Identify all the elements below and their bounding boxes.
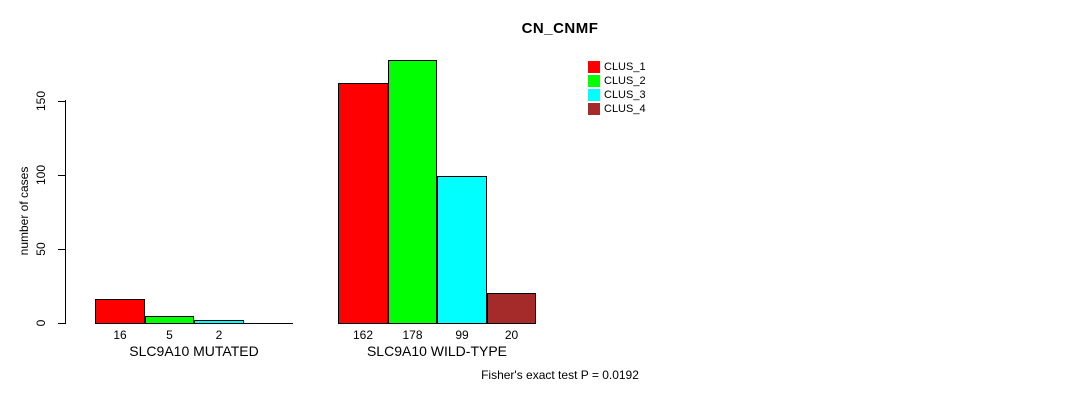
- y-axis-tick-label: 100: [34, 164, 48, 186]
- bar-value-label: 99: [455, 328, 469, 342]
- bar-value-label: 2: [215, 328, 223, 342]
- bar-value-label: 178: [402, 328, 423, 342]
- legend-label: CLUS_2: [604, 75, 646, 87]
- legend-swatch-clus_1: [588, 61, 600, 73]
- y-axis-tick-label: 150: [34, 90, 48, 112]
- legend-swatch-clus_2: [588, 75, 600, 87]
- bar-value-label: 5: [166, 328, 173, 342]
- x-axis-group-label: SLC9A10 MUTATED: [129, 343, 259, 359]
- bar-clus_1-wild-type: [338, 83, 388, 324]
- y-axis-line: [65, 100, 66, 323]
- y-axis-tick: [58, 249, 66, 250]
- bar-clus_3-wild-type: [437, 176, 487, 324]
- bar-clus_2-mutated: [145, 316, 194, 324]
- bar-clus_3-mutated: [194, 320, 244, 324]
- bar-clus_2-wild-type: [388, 60, 437, 324]
- legend-label: CLUS_4: [604, 103, 646, 115]
- legend-label: CLUS_1: [604, 61, 646, 73]
- y-axis-tick: [58, 101, 66, 102]
- legend-item: CLUS_4: [588, 103, 668, 115]
- y-axis-tick: [58, 175, 66, 176]
- legend-swatch-clus_4: [588, 103, 600, 115]
- bar-value-label: 20: [504, 328, 519, 342]
- legend-item: CLUS_1: [588, 61, 668, 73]
- bar-value-label: 16: [113, 328, 127, 342]
- legend-item: CLUS_3: [588, 89, 668, 101]
- chart-title: CN_CNMF: [521, 20, 599, 37]
- bar-value-label: 162: [352, 328, 374, 342]
- y-axis-tick-label: 0: [34, 319, 48, 327]
- legend-label: CLUS_3: [604, 89, 646, 101]
- x-axis-group-label: SLC9A10 WILD-TYPE: [366, 343, 508, 359]
- fisher-test-note: Fisher's exact test P = 0.0192: [481, 368, 639, 382]
- bar-clus_1-mutated: [95, 299, 145, 324]
- y-axis-title: number of cases: [17, 166, 31, 256]
- legend-swatch-clus_3: [588, 89, 600, 101]
- y-axis-tick: [58, 323, 66, 324]
- bar-clus_4-wild-type: [487, 293, 536, 324]
- y-axis-tick-label: 50: [34, 242, 48, 256]
- legend-item: CLUS_2: [588, 75, 668, 87]
